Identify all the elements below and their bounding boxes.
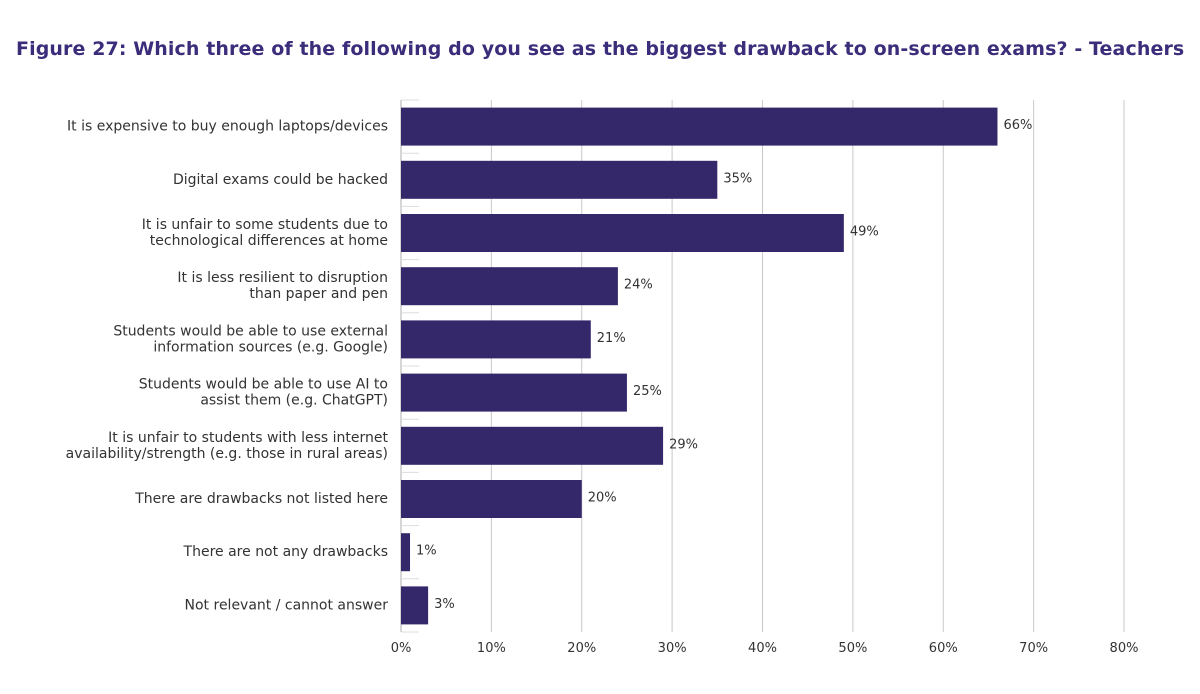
bar: [401, 373, 627, 412]
bar: [401, 107, 998, 146]
value-label: 20%: [588, 491, 617, 506]
category-label: It is unfair to some students due to tech…: [142, 217, 388, 249]
value-label: 35%: [723, 171, 752, 186]
category-labels: It is expensive to buy enough laptops/de…: [66, 119, 389, 614]
x-tick-label: 80%: [1110, 641, 1139, 656]
category-label: Not relevant / cannot answer: [185, 597, 389, 613]
category-label-line: It is less resilient to disruption: [177, 270, 388, 286]
x-tick-label: 50%: [838, 641, 867, 656]
value-label: 21%: [597, 331, 626, 346]
x-tick-label: 30%: [658, 641, 687, 656]
value-label: 66%: [1003, 118, 1032, 133]
category-label-line: than paper and pen: [249, 286, 388, 302]
category-label-line: technological differences at home: [150, 233, 388, 249]
category-label: It is unfair to students with less inter…: [66, 430, 389, 462]
category-label: There are drawbacks not listed here: [134, 491, 388, 507]
category-label-line: Students would be able to use AI to: [139, 377, 388, 393]
category-label-line: It is unfair to some students due to: [142, 217, 388, 233]
value-label: 3%: [434, 597, 455, 612]
category-label-line: assist them (e.g. ChatGPT): [200, 393, 388, 409]
value-label: 29%: [669, 437, 698, 452]
category-label-line: There are not any drawbacks: [183, 544, 388, 560]
x-tick-label: 60%: [929, 641, 958, 656]
bars: [401, 107, 998, 625]
x-tick-label: 40%: [748, 641, 777, 656]
bar: [401, 160, 718, 199]
grid-lines: [400, 99, 1125, 633]
x-tick-label: 20%: [567, 641, 596, 656]
category-label-line: availability/strength (e.g. those in rur…: [66, 446, 388, 462]
category-label-line: information sources (e.g. Google): [153, 339, 388, 355]
x-axis-ticks: 0% 10% 20% 30% 40% 50% 60% 70% 80%: [391, 641, 1139, 656]
category-label-line: Digital exams could be hacked: [173, 172, 388, 188]
bar: [401, 533, 411, 572]
category-label-line: Not relevant / cannot answer: [185, 597, 389, 613]
category-label-line: It is expensive to buy enough laptops/de…: [67, 119, 388, 135]
value-label: 49%: [850, 225, 879, 240]
bar: [401, 214, 844, 252]
value-label: 25%: [633, 384, 662, 399]
bar: [401, 320, 591, 359]
category-label-line: It is unfair to students with less inter…: [108, 430, 388, 446]
category-label-line: There are drawbacks not listed here: [134, 491, 388, 507]
category-label: It is less resilient to disruption than p…: [177, 270, 388, 302]
bar: [401, 426, 664, 465]
value-label: 1%: [416, 544, 437, 559]
bar: [401, 480, 582, 518]
value-labels: 66% 35% 49% 24% 21% 25% 29% 20% 1% 3%: [416, 118, 1032, 612]
x-tick-label: 0%: [391, 641, 412, 656]
x-tick-label: 70%: [1019, 641, 1048, 656]
chart-title: Figure 27: Which three of the following …: [16, 38, 1185, 60]
category-label: Digital exams could be hacked: [173, 172, 388, 188]
category-label: Students would be able to use AI to assis…: [139, 377, 388, 409]
x-tick-label: 10%: [477, 641, 506, 656]
bar: [401, 267, 618, 306]
value-label: 24%: [624, 278, 653, 293]
category-label: Students would be able to use external in…: [113, 323, 388, 355]
bar: [401, 586, 429, 625]
category-label: It is expensive to buy enough laptops/de…: [67, 119, 388, 135]
category-label: There are not any drawbacks: [183, 544, 388, 560]
category-label-line: Students would be able to use external: [113, 323, 388, 339]
